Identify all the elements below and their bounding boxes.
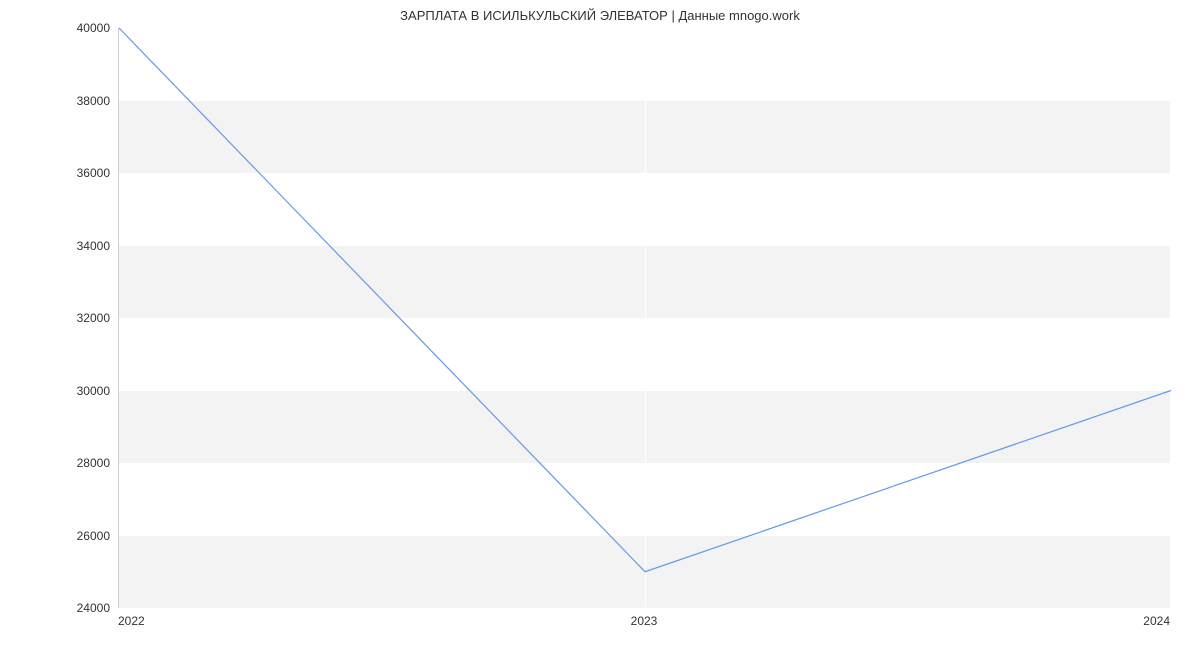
y-tick-label: 32000 [50, 311, 110, 325]
y-tick-label: 24000 [50, 601, 110, 615]
x-tick-label: 2022 [118, 614, 145, 628]
y-tick-label: 40000 [50, 21, 110, 35]
y-tick-label: 34000 [50, 239, 110, 253]
x-tick-label: 2024 [1143, 614, 1170, 628]
x-tick-label: 2023 [631, 614, 658, 628]
salary-line [119, 28, 1171, 572]
line-chart-svg [119, 28, 1170, 607]
plot-area [118, 28, 1170, 608]
chart-title: ЗАРПЛАТА В ИСИЛЬКУЛЬСКИЙ ЭЛЕВАТОР | Данн… [0, 8, 1200, 23]
y-tick-label: 36000 [50, 166, 110, 180]
y-tick-label: 28000 [50, 456, 110, 470]
y-tick-label: 26000 [50, 529, 110, 543]
y-tick-label: 30000 [50, 384, 110, 398]
y-tick-label: 38000 [50, 94, 110, 108]
